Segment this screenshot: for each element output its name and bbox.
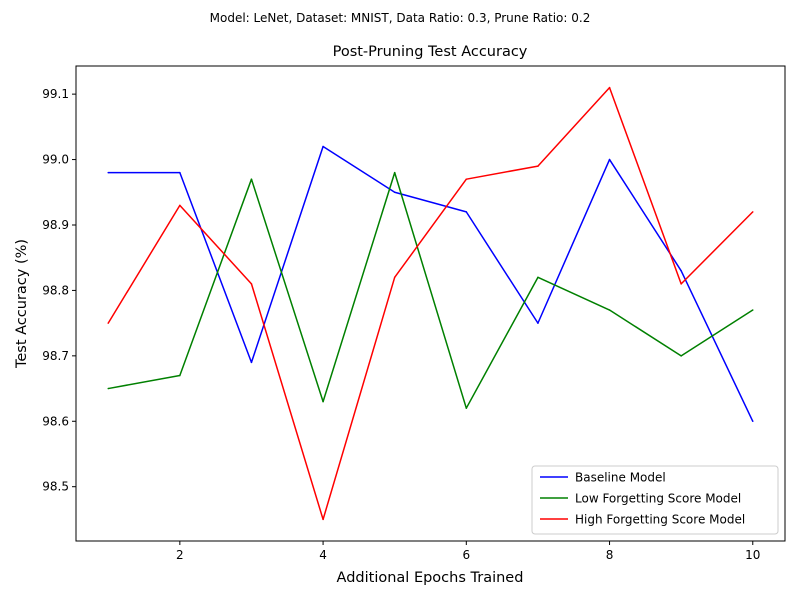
data-point [179,374,181,377]
x-axis-ticks: 2 4 6 8 10 [176,541,760,562]
series-line-1 [108,145,754,422]
data-point [608,158,611,161]
data-point [322,518,324,521]
x-tick-label: 8 [606,548,614,562]
data-point [680,355,682,357]
data-point [250,283,253,285]
legend-frame [531,465,779,535]
y-axis-label: Test Accuracy (%) [14,239,30,369]
data-point [250,361,253,364]
data-point [250,178,253,180]
axes-frame [75,65,786,542]
data-point [107,171,109,174]
plot-area [107,86,754,521]
data-point [393,276,396,279]
y-tick-label: 98.9 [42,218,69,232]
data-point [322,145,324,148]
data-point [752,211,754,213]
data-point [752,420,754,423]
y-tick-label: 98.7 [42,349,69,363]
legend-label: High Forgetting Score Model [575,513,745,527]
y-tick-label: 98.6 [42,414,69,428]
chart-suptitle: Model: LeNet, Dataset: MNIST, Data Ratio… [210,11,591,25]
data-point [608,86,611,89]
x-tick-label: 4 [319,548,327,562]
data-point [465,178,468,180]
data-point [537,276,539,279]
y-tick-label: 99.1 [42,87,69,101]
legend: Baseline Model Low Forgetting Score Model… [531,465,779,535]
data-point [179,204,181,207]
y-tick-label: 98.5 [42,480,69,494]
legend-label: Baseline Model [575,471,666,485]
series-line-3 [107,86,754,521]
data-point [393,191,396,194]
x-axis-label: Additional Epochs Trained [337,570,524,586]
x-tick-label: 6 [462,548,470,562]
x-tick-label: 10 [745,548,760,562]
data-point [393,171,396,174]
data-point [322,400,324,403]
data-point [608,309,611,311]
data-point [752,309,754,311]
data-point [179,171,181,174]
data-point [465,407,468,409]
data-point [107,322,109,324]
data-point [680,270,682,272]
y-tick-label: 98.8 [42,283,69,297]
series-line-2 [108,171,754,409]
data-point [465,211,468,213]
data-point [537,165,539,167]
data-point [107,387,109,390]
data-point [680,283,682,285]
legend-label: Low Forgetting Score Model [575,492,741,506]
chart-title: Post-Pruning Test Accuracy [333,44,528,60]
x-tick-label: 2 [176,548,184,562]
y-axis-ticks: 98.5 98.6 98.7 98.8 98.9 99.0 99.1 [42,87,76,494]
y-tick-label: 99.0 [42,153,69,167]
data-point [537,322,539,324]
